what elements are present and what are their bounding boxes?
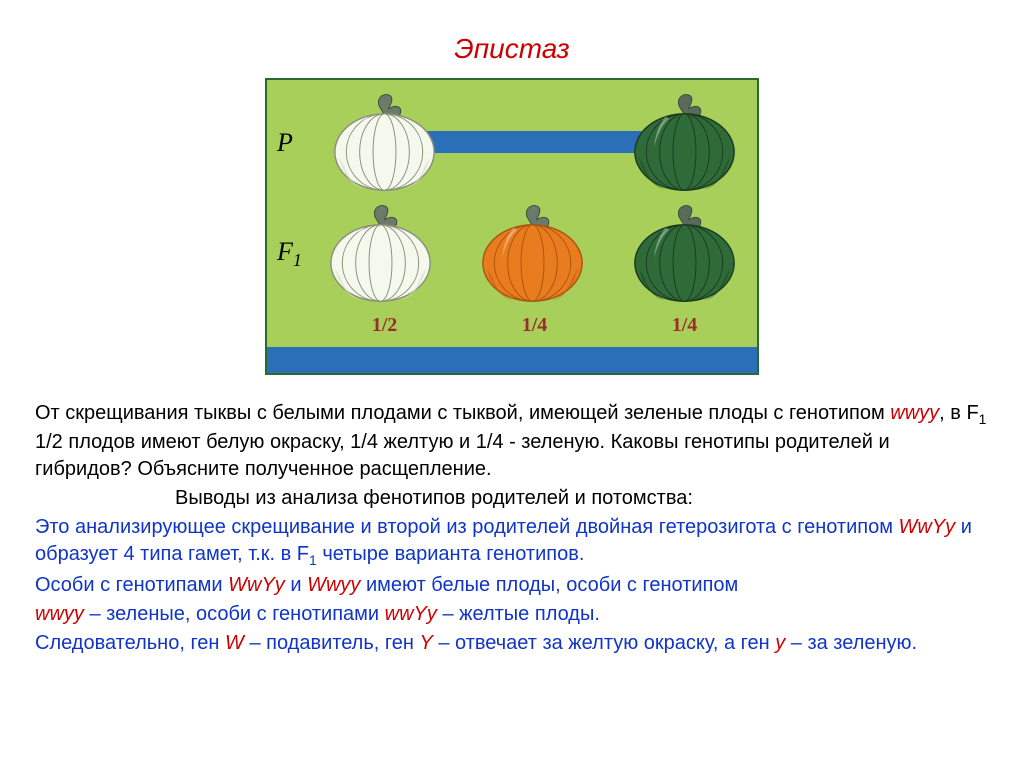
conclusions-heading: Выводы из анализа фенотипов родителей и … [175, 487, 693, 509]
parent-green-pumpkin [622, 90, 747, 195]
ratio-2: 1/4 [622, 312, 747, 339]
problem-part1a: От скрещивания тыквы с белыми плодами с … [35, 402, 890, 424]
conclusion4b: – подавитель, ген [244, 632, 420, 654]
problem-text: От скрещивания тыквы с белыми плодами с … [35, 400, 989, 657]
ratio-0: 1/2 [322, 312, 447, 339]
f1-ratios: 1/2 1/4 1/4 [322, 312, 747, 347]
gene-W: W [225, 632, 244, 654]
conclusion4c: – отвечает за желтую окраску, а ген [433, 632, 775, 654]
f1-green-pumpkin [622, 201, 747, 306]
and: и [285, 574, 307, 596]
conclusion2b: имеют белые плоды, особи с генотипом [360, 574, 738, 596]
ratio-1: 1/4 [472, 312, 597, 339]
problem-part1b: , в F [939, 402, 979, 424]
genotype-wwyy-2: wwyy [35, 603, 84, 625]
generation-F1-row: F1 [277, 201, 747, 306]
conclusion4d: – за зеленую. [785, 632, 917, 654]
conclusion2a: Особи с генотипами [35, 574, 228, 596]
label-F1: F1 [277, 234, 318, 272]
genotype-wwYy: wwYy [385, 603, 437, 625]
genotype-wwyy: wwyy [890, 402, 939, 424]
diagram-bottom-bar [267, 347, 757, 373]
f1-white-pumpkin [318, 201, 443, 306]
conclusion3b: – желтые плоды. [437, 603, 600, 625]
conclusion1a: Это анализирующее скрещивание и второй и… [35, 516, 899, 538]
conclusion4a: Следовательно, ген [35, 632, 225, 654]
gene-y: y [775, 632, 785, 654]
parent-white-pumpkin [322, 90, 447, 195]
generation-P-row: P [277, 90, 747, 195]
problem-part1c: 1/2 плодов имеют белую окраску, 1/4 желт… [35, 431, 890, 480]
genotype-WwYy-2: WwYy [228, 574, 285, 596]
conclusion3a: – зеленые, особи с генотипами [84, 603, 385, 625]
label-P: P [277, 125, 322, 160]
genotype-WwYy: WwYy [899, 516, 956, 538]
page-title: Эпистаз [35, 30, 989, 68]
gene-Y: Y [419, 632, 432, 654]
epistasis-diagram: P [265, 78, 759, 375]
conclusion1c: четыре варианта генотипов. [317, 543, 585, 565]
genotype-Wwyy: Wwyy [307, 574, 360, 596]
f1-orange-pumpkin [470, 201, 595, 306]
